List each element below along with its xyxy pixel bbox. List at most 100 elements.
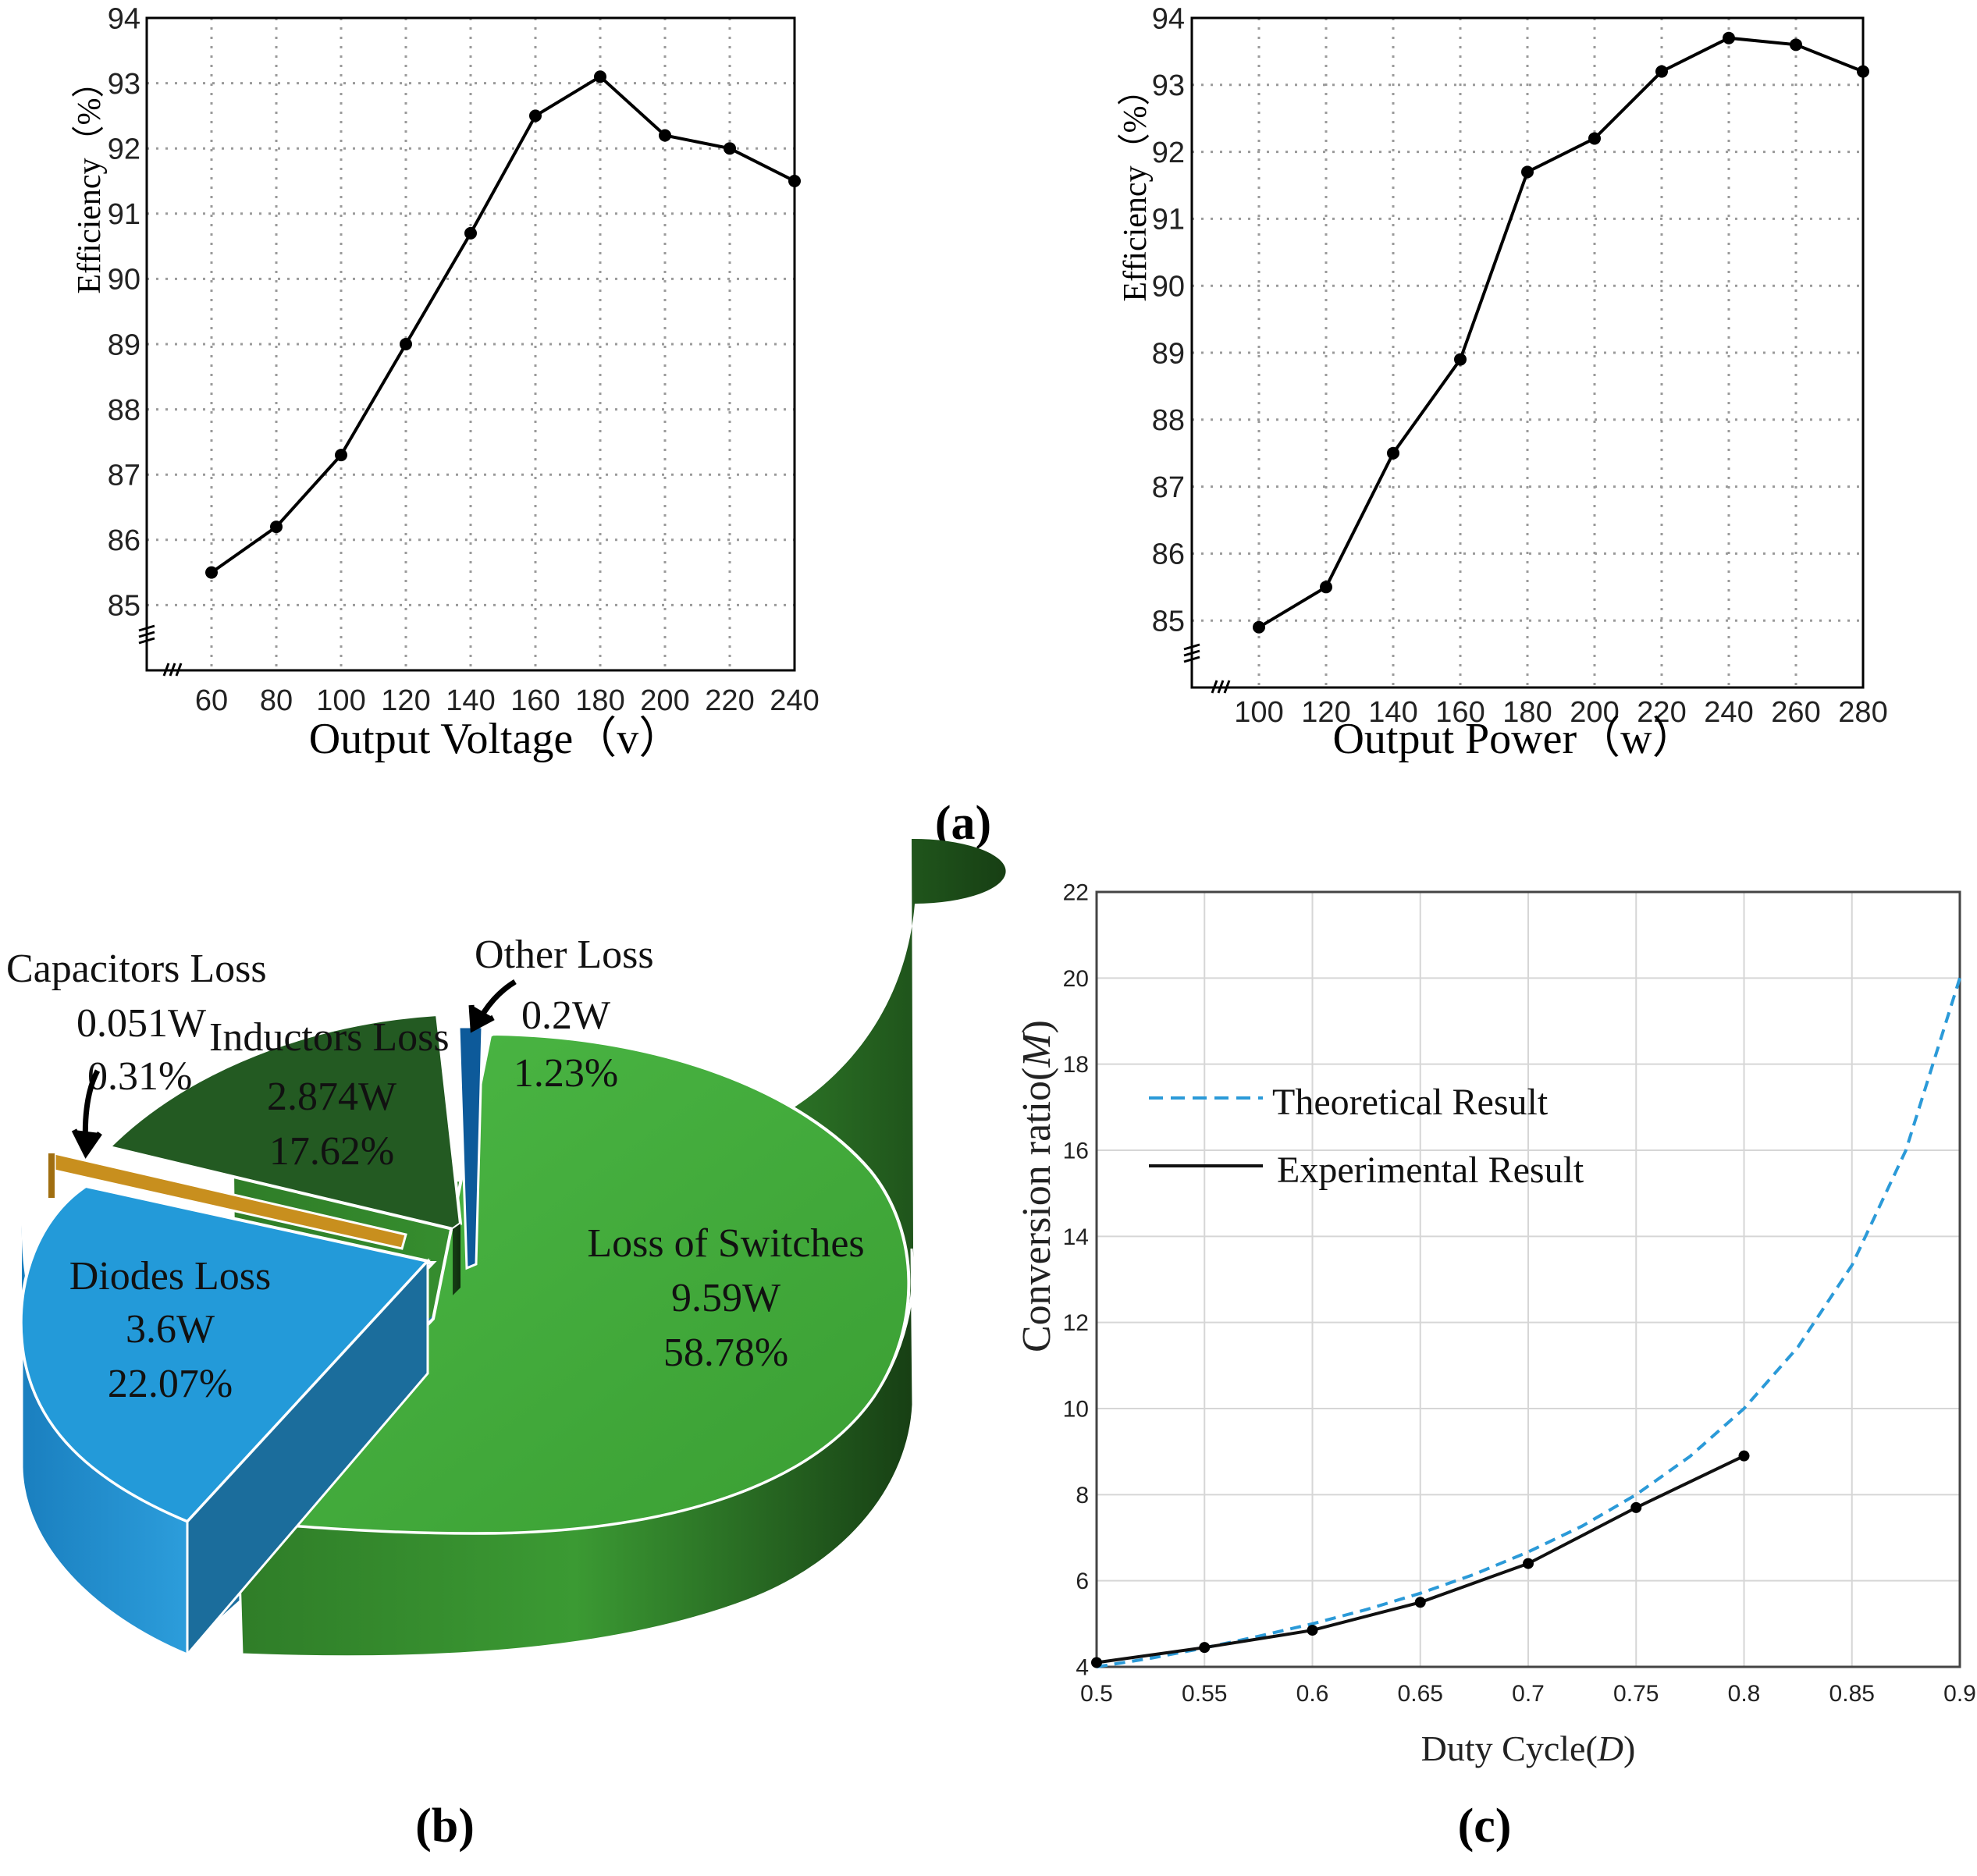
c-xlabel: Duty Cycle(D) <box>1421 1729 1636 1768</box>
label-inductors-watts: 2.874W <box>267 1075 396 1119</box>
label-capacitors-percent: 0.31% <box>87 1054 192 1099</box>
c-xlabel-main: Duty Cycle( <box>1421 1729 1598 1768</box>
data-point <box>1253 620 1265 634</box>
c-legend: Theoretical Result Experimental Result <box>1149 1082 1584 1191</box>
arrow-capacitors-head <box>71 1128 102 1159</box>
pie-face-inductors <box>106 1012 463 1231</box>
y-tick-label: 86 <box>108 524 140 557</box>
x-tick-label: 260 <box>1771 696 1820 729</box>
a1-series <box>205 70 801 579</box>
y-tick-label: 22 <box>1063 880 1089 906</box>
data-point <box>1630 1501 1642 1513</box>
data-point <box>529 109 542 123</box>
y-tick-label: 92 <box>1152 137 1185 169</box>
x-tick-label: 200 <box>640 684 689 717</box>
data-point <box>1857 65 1869 78</box>
data-point <box>464 226 477 240</box>
label-diodes-name: Diodes Loss <box>69 1254 272 1299</box>
data-point <box>205 566 218 579</box>
x-tick-label: 220 <box>705 684 754 717</box>
y-tick-label: 92 <box>108 133 140 166</box>
y-tick-label: 85 <box>108 590 140 623</box>
x-tick-label: 0.55 <box>1182 1681 1227 1707</box>
x-tick-label: 220 <box>1637 696 1686 729</box>
label-other-percent: 1.23% <box>514 1051 618 1096</box>
y-tick-label: 6 <box>1076 1569 1089 1594</box>
x-tick-label: 0.75 <box>1613 1681 1659 1707</box>
data-point <box>1307 1625 1318 1636</box>
c-ylabel-italic: M <box>1015 1032 1059 1068</box>
data-point <box>400 338 412 350</box>
x-tick-label: 0.85 <box>1829 1681 1875 1707</box>
label-switches-name: Loss of Switches <box>587 1221 864 1266</box>
a2-axis-break-x <box>1211 680 1231 694</box>
data-point <box>1723 31 1735 44</box>
a2-ticks: 100 120 140 160 180 200 220 240 260 280 85 86 87 88 89… <box>1152 2 1888 729</box>
x-tick-label: 140 <box>1368 696 1417 729</box>
pie-arrows <box>71 979 517 1159</box>
x-tick-label: 120 <box>1301 696 1350 729</box>
a1-grid <box>147 16 796 670</box>
c-ylabel: Conversion ratio(M) <box>1015 1020 1059 1352</box>
data-point <box>594 70 606 83</box>
label-inductors-percent: 17.62% <box>269 1129 394 1174</box>
y-tick-label: 94 <box>108 2 140 35</box>
c-xlabel-italic: D <box>1597 1729 1623 1768</box>
label-capacitors-name: Capacitors Loss <box>6 947 267 991</box>
conversion-ratio-chart: 0.5 0.55 0.6 0.65 0.7 0.75 0.8 0.85 0.9 4 6 8 10 12 14… <box>1015 880 1976 1769</box>
a1-ticks: 60 80 100 120 140 160 180 200 220 240 85 86 87 88 89 90… <box>108 2 820 717</box>
y-tick-label: 87 <box>108 460 140 492</box>
x-tick-label: 0.65 <box>1398 1681 1443 1707</box>
a1-plot-frame <box>145 16 796 672</box>
data-point <box>1454 353 1467 366</box>
c-ylabel-close: ) <box>1015 1020 1059 1033</box>
a1-axis-break-y <box>138 624 155 645</box>
label-switches-watts: 9.59W <box>671 1276 780 1320</box>
legend-experimental-label: Experimental Result <box>1277 1149 1584 1191</box>
x-tick-label: 0.8 <box>1728 1681 1761 1707</box>
y-tick-label: 93 <box>108 68 140 101</box>
y-tick-label: 12 <box>1063 1310 1089 1336</box>
data-point <box>1655 65 1668 78</box>
arrow-other-head <box>468 1004 495 1033</box>
pie-cut-diodes <box>186 1258 429 1658</box>
x-tick-label: 240 <box>770 684 819 717</box>
data-point <box>1738 1450 1750 1462</box>
pie-visual <box>19 1012 915 1658</box>
a2-plot-frame <box>1190 16 1865 689</box>
c-plot-frame <box>1095 890 1961 1668</box>
efficiency-voltage-chart: 60 80 100 120 140 160 180 200 220 240 85 86 87 88 89 90… <box>72 2 820 763</box>
c-ticks: 0.5 0.55 0.6 0.65 0.7 0.75 0.8 0.85 0.9 4 6 8 10 12 14… <box>1063 880 1976 1707</box>
a2-xlabel: Output Power（w） <box>1332 715 1695 763</box>
c-grid <box>1096 891 1961 1668</box>
a2-axis-break-y <box>1183 643 1200 663</box>
x-tick-label: 0.6 <box>1296 1681 1329 1707</box>
label-inductors-name: Inductors Loss <box>209 1015 450 1060</box>
y-tick-label: 14 <box>1063 1224 1089 1250</box>
y-tick-label: 89 <box>1152 337 1185 370</box>
x-tick-label: 160 <box>1435 696 1485 729</box>
label-switches-percent: 58.78% <box>663 1331 788 1375</box>
data-point <box>1199 1642 1211 1654</box>
x-tick-label: 0.5 <box>1080 1681 1113 1707</box>
y-tick-label: 10 <box>1063 1397 1089 1423</box>
a1-axis-break-x <box>162 663 183 677</box>
label-other-watts: 0.2W <box>521 993 610 1038</box>
y-tick-label: 93 <box>1152 69 1185 102</box>
x-tick-label: 160 <box>510 684 560 717</box>
pie-side-switches-real <box>236 1248 915 1658</box>
x-tick-label: 120 <box>381 684 430 717</box>
data-point <box>1320 581 1332 594</box>
x-tick-label: 100 <box>316 684 365 717</box>
label-other-name: Other Loss <box>475 933 654 977</box>
label-capacitors-watts: 0.051W <box>76 1001 206 1046</box>
y-tick-label: 94 <box>1152 2 1185 35</box>
y-tick-label: 4 <box>1076 1655 1089 1681</box>
x-tick-label: 0.9 <box>1943 1681 1976 1707</box>
y-tick-label: 91 <box>108 198 140 231</box>
data-point <box>1588 132 1601 145</box>
y-tick-label: 85 <box>1152 606 1185 638</box>
a2-series <box>1253 31 1869 634</box>
a1-xlabel: Output Voltage（v） <box>309 715 683 763</box>
